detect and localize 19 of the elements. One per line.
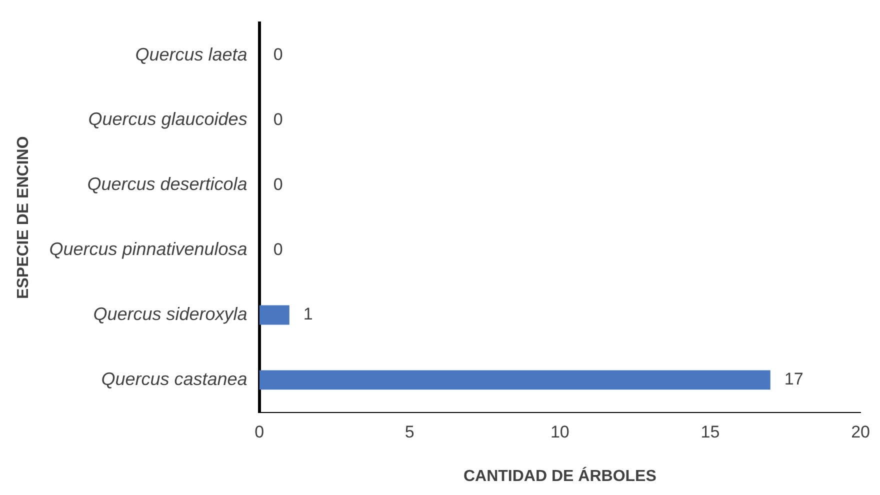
x-tick-label: 10 <box>550 422 570 442</box>
y-tick-label: Quercus castanea <box>101 368 248 389</box>
x-tick-label: 5 <box>404 422 414 442</box>
y-axis-title: ESPECIE DE ENCINO <box>15 136 32 299</box>
y-tick-label: Quercus pinnativenulosa <box>49 239 248 260</box>
x-tick-label: 20 <box>851 422 870 442</box>
y-tick-label: Quercus sideroxyla <box>93 304 248 324</box>
data-label: 0 <box>273 44 283 64</box>
data-label: 17 <box>784 370 804 389</box>
data-label: 0 <box>273 240 283 259</box>
x-axis-title: CANTIDAD DE ÁRBOLES <box>463 466 657 485</box>
data-label: 1 <box>303 304 313 324</box>
data-label: 0 <box>273 174 283 194</box>
y-tick-label: Quercus glaucoides <box>88 109 248 130</box>
x-tick-label: 15 <box>700 422 720 442</box>
y-tick-label: Quercus laeta <box>135 44 248 64</box>
y-tick-label: Quercus deserticola <box>87 174 248 194</box>
data-label: 0 <box>273 110 283 129</box>
x-tick-label: 0 <box>254 422 264 442</box>
